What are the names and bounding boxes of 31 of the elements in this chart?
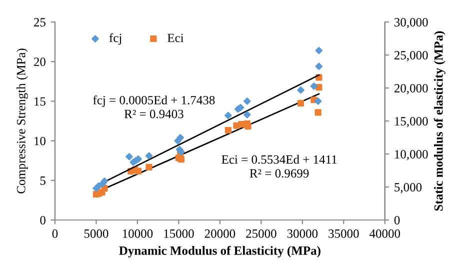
legend-label: fcj [109, 33, 122, 45]
y2-tick-label: 5,000 [394, 183, 422, 194]
y2-tick-label: 0 [394, 216, 400, 224]
annotation: fcj = 0.0005Ed + 1.7438 [93, 95, 215, 107]
y-tick-label: 10 [34, 136, 46, 146]
x-axis-title: Dynamic Modulus of Elasticity (MPa) [119, 246, 320, 258]
y-tick-label: 5 [40, 176, 46, 185]
x-tick-label: 15000 [164, 229, 194, 238]
y2-axis-title: Static modulus of elasticity (MPa) [434, 31, 446, 211]
x-tick-label: 20000 [204, 229, 236, 238]
y-tick-label: 20 [34, 58, 46, 66]
x-tick-label: 30000 [287, 229, 318, 238]
legend-label: Eci [168, 34, 184, 42]
y-tick-label: 15 [34, 97, 46, 106]
annotation: R² = 0.9403 [124, 110, 184, 118]
annotation: Eci = 0.5534Ed + 1411 [222, 154, 337, 164]
y2-tick-label: 20,000 [394, 84, 428, 94]
y2-tick-label: 10,000 [395, 150, 428, 160]
x-tick-label: 5000 [84, 229, 108, 238]
y2-tick-label: 30,000 [394, 18, 428, 28]
y-axis-title: Compressive Strength (MPa) [16, 48, 28, 194]
y-tick-label: 25 [34, 18, 46, 26]
annotation: R² = 0.9699 [250, 169, 309, 178]
x-tick-label: 35000 [328, 229, 359, 238]
x-tick-label: 40000 [370, 229, 400, 238]
x-tick-label: 10000 [122, 229, 153, 238]
y2-tick-label: 15,000 [395, 117, 428, 128]
x-tick-label: 25000 [246, 229, 276, 238]
x-tick-label: 0 [52, 229, 58, 238]
y2-tick-label: 25,000 [394, 51, 428, 62]
y-tick-label: 0 [40, 216, 46, 224]
